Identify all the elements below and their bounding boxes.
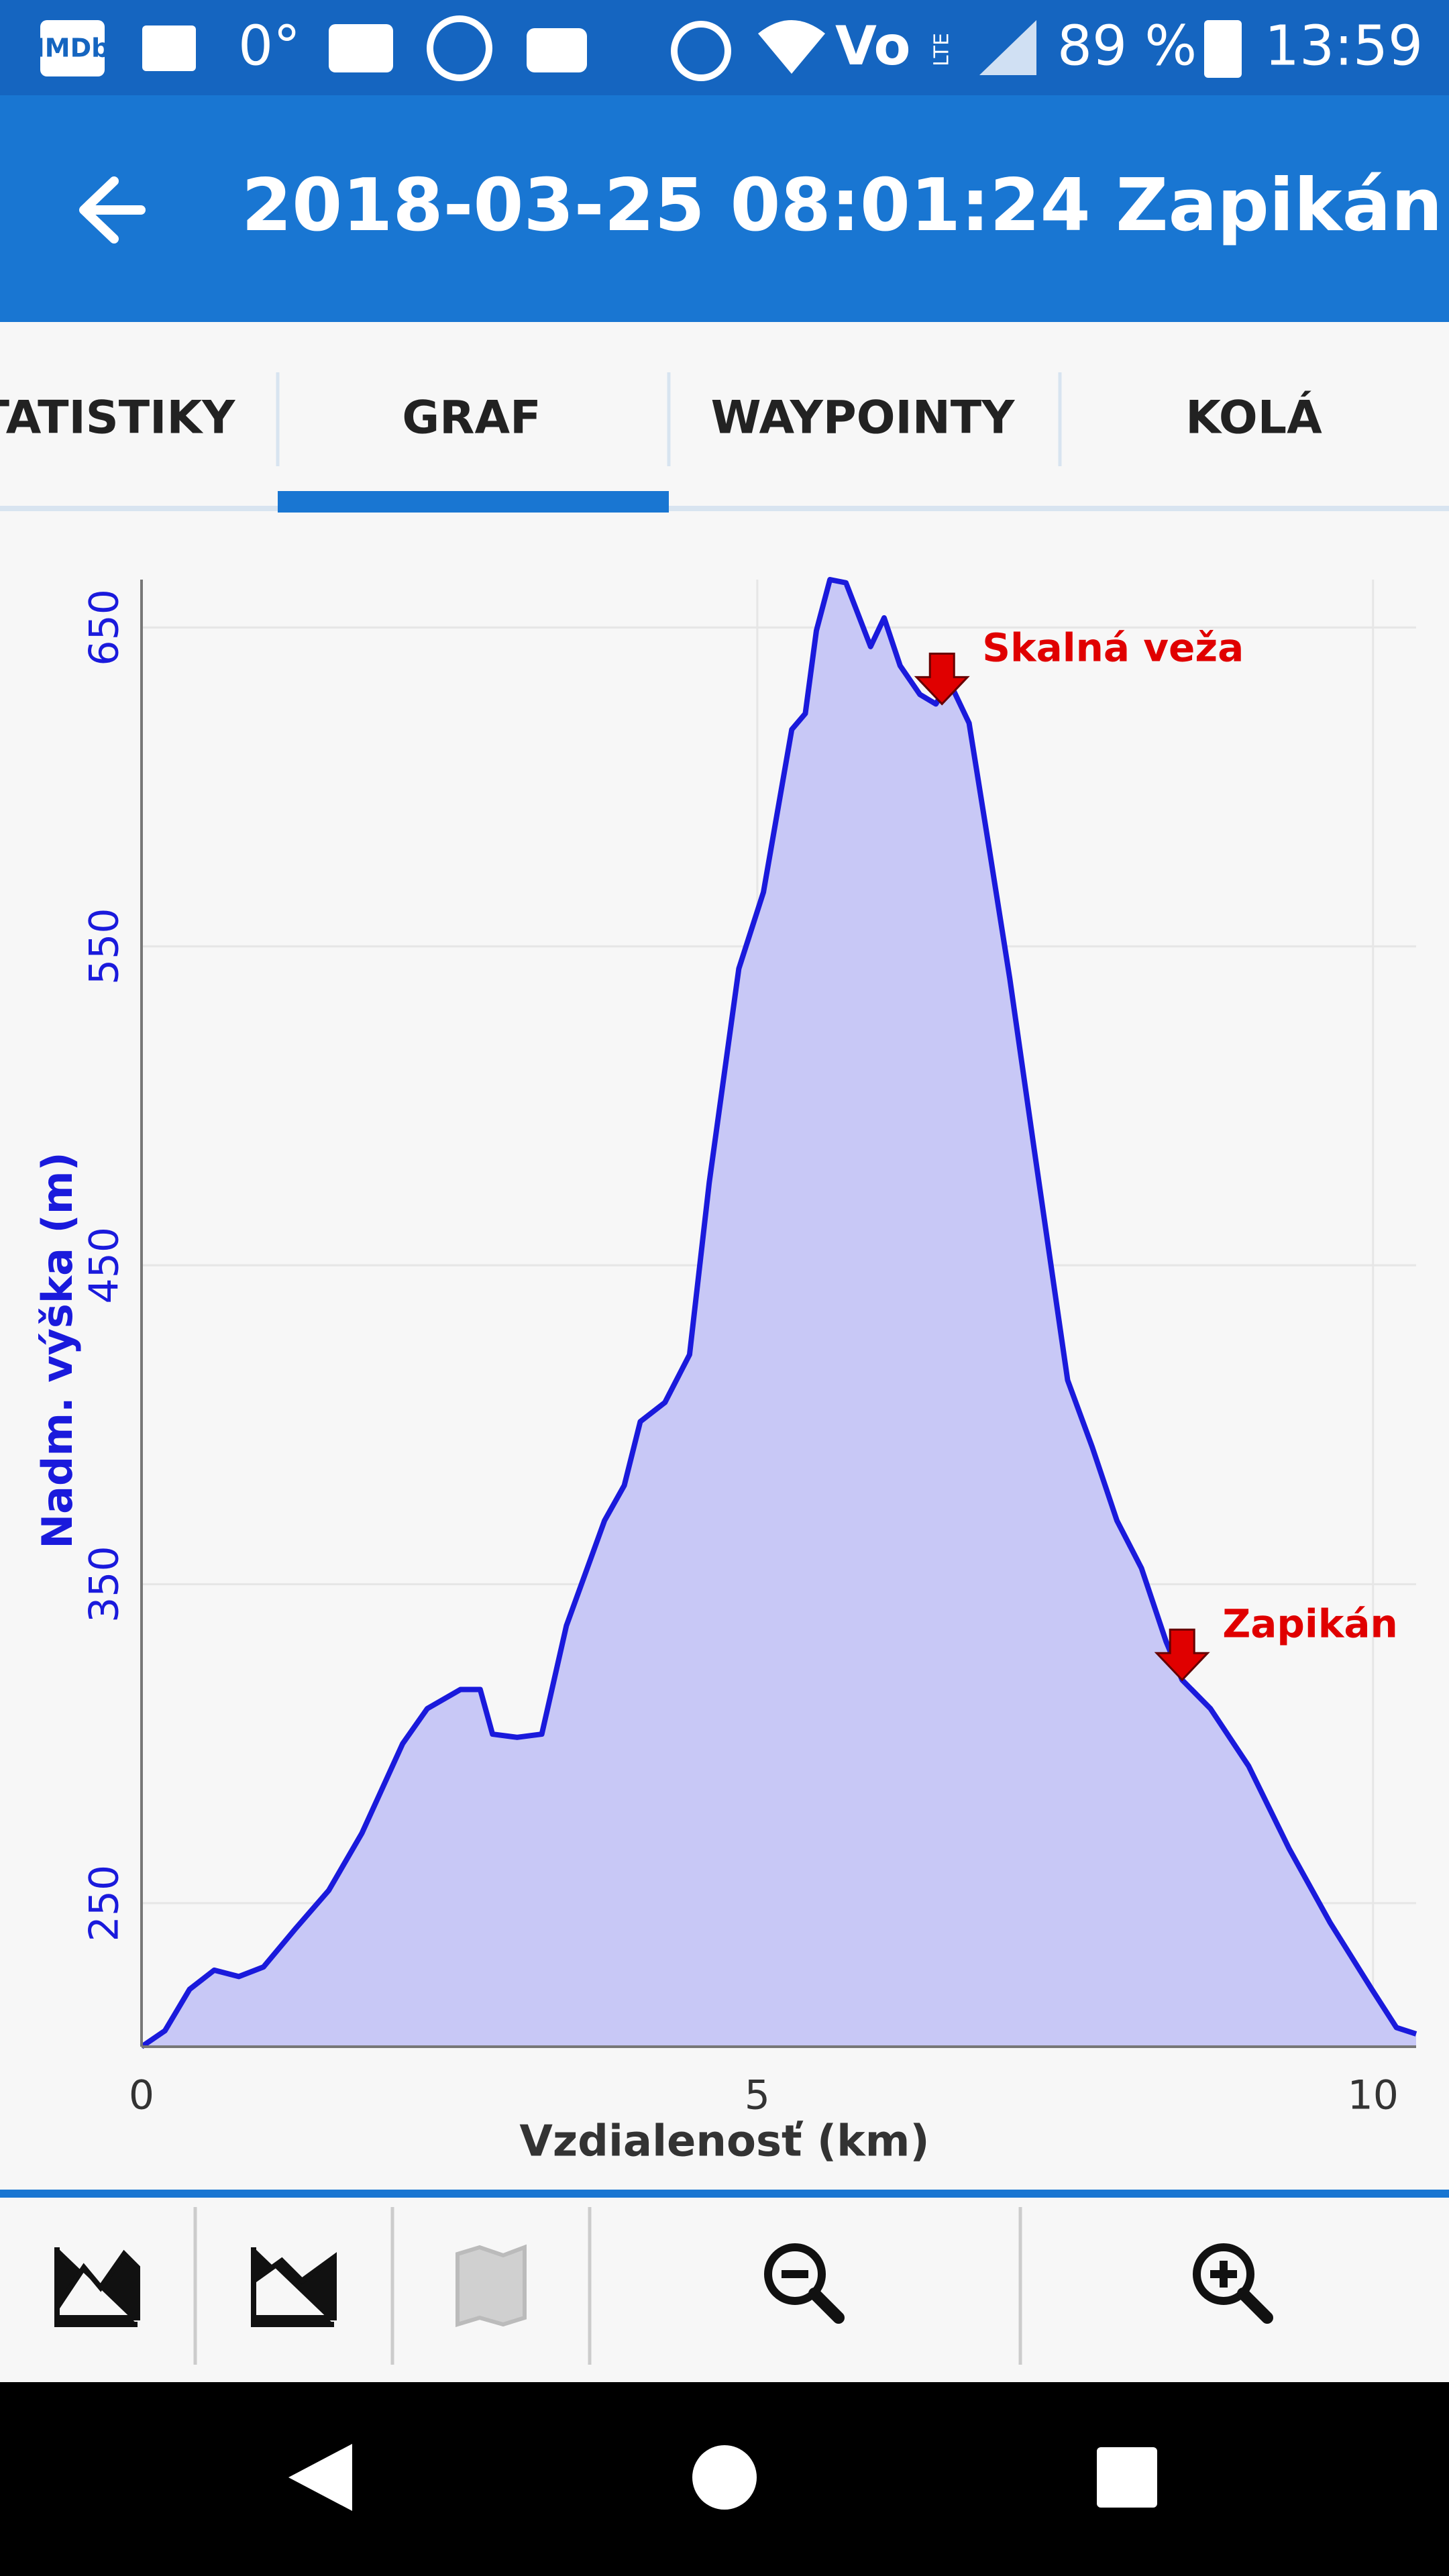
y-tick-label: 550 <box>81 908 128 985</box>
zoom-in-button[interactable] <box>1193 2243 1273 2324</box>
tab-underline <box>0 506 1449 511</box>
area-fill <box>142 580 1416 2047</box>
wifi-icon <box>758 20 825 74</box>
battery-icon <box>1204 20 1242 78</box>
x-axis-label: Vzdialenosť (km) <box>519 2117 929 2167</box>
zoom-out-button[interactable] <box>764 2243 845 2324</box>
toolbar <box>0 2198 1449 2382</box>
logo-box <box>40 20 105 76</box>
volte: Vo <box>835 15 911 77</box>
tab[interactable]: WAYPOINTY <box>711 392 1016 445</box>
elevation-line <box>140 577 1417 2049</box>
annotation-marker <box>914 652 970 706</box>
y-tick-label: 350 <box>81 1546 128 1623</box>
activity-icon <box>329 24 393 72</box>
nav-back[interactable] <box>288 2444 352 2511</box>
annotation-label: Skalná veža <box>982 625 1244 671</box>
app-bar <box>0 95 1449 322</box>
network: LTE <box>930 33 954 66</box>
car-icon <box>527 28 587 72</box>
toolbar-divider <box>0 2190 1449 2198</box>
clock: 13:59 <box>1265 14 1423 78</box>
tab[interactable]: KOLÁ <box>1185 391 1322 445</box>
e-icon <box>427 15 492 81</box>
temperature: 0° <box>238 14 301 78</box>
map-button <box>455 2244 527 2328</box>
tab[interactable]: TATISTIKY <box>0 392 235 445</box>
tab-indicator <box>278 491 669 513</box>
screen-title: 2018-03-25 08:01:24 Zapikán a… <box>241 164 1449 248</box>
y-tick-label: 450 <box>81 1227 128 1304</box>
nav-recents[interactable] <box>1097 2447 1157 2508</box>
y-axis-label: Nadm. výška (m) <box>33 1152 82 1549</box>
y-tick-label: 250 <box>81 1865 128 1942</box>
nav-home[interactable] <box>692 2445 757 2510</box>
back-button[interactable] <box>79 176 146 244</box>
gallery-icon <box>142 25 196 71</box>
x-tick-label: 10 <box>1348 2072 1399 2119</box>
chart-settings-button[interactable] <box>54 2247 140 2327</box>
x-tick-label: 5 <box>745 2072 770 2119</box>
signal-icon <box>979 20 1036 75</box>
annotation-label: Zapikán <box>1222 1601 1398 1646</box>
logo: IMDb <box>36 34 110 63</box>
battery-level: 89 % <box>1057 14 1197 78</box>
tab[interactable]: GRAF <box>402 392 541 445</box>
chart-type-button[interactable] <box>251 2247 337 2327</box>
annotation-marker <box>1154 1628 1210 1682</box>
toolbar-separators <box>193 2207 1022 2365</box>
x-tick-label: 0 <box>129 2072 154 2119</box>
tab-bar <box>0 322 1449 513</box>
alarm-icon <box>671 21 731 81</box>
y-tick-label: 650 <box>81 589 128 666</box>
chart: 250 350 450 550 650 0 5 10 Skalná veža Zapikán Nad… <box>33 577 1417 2167</box>
